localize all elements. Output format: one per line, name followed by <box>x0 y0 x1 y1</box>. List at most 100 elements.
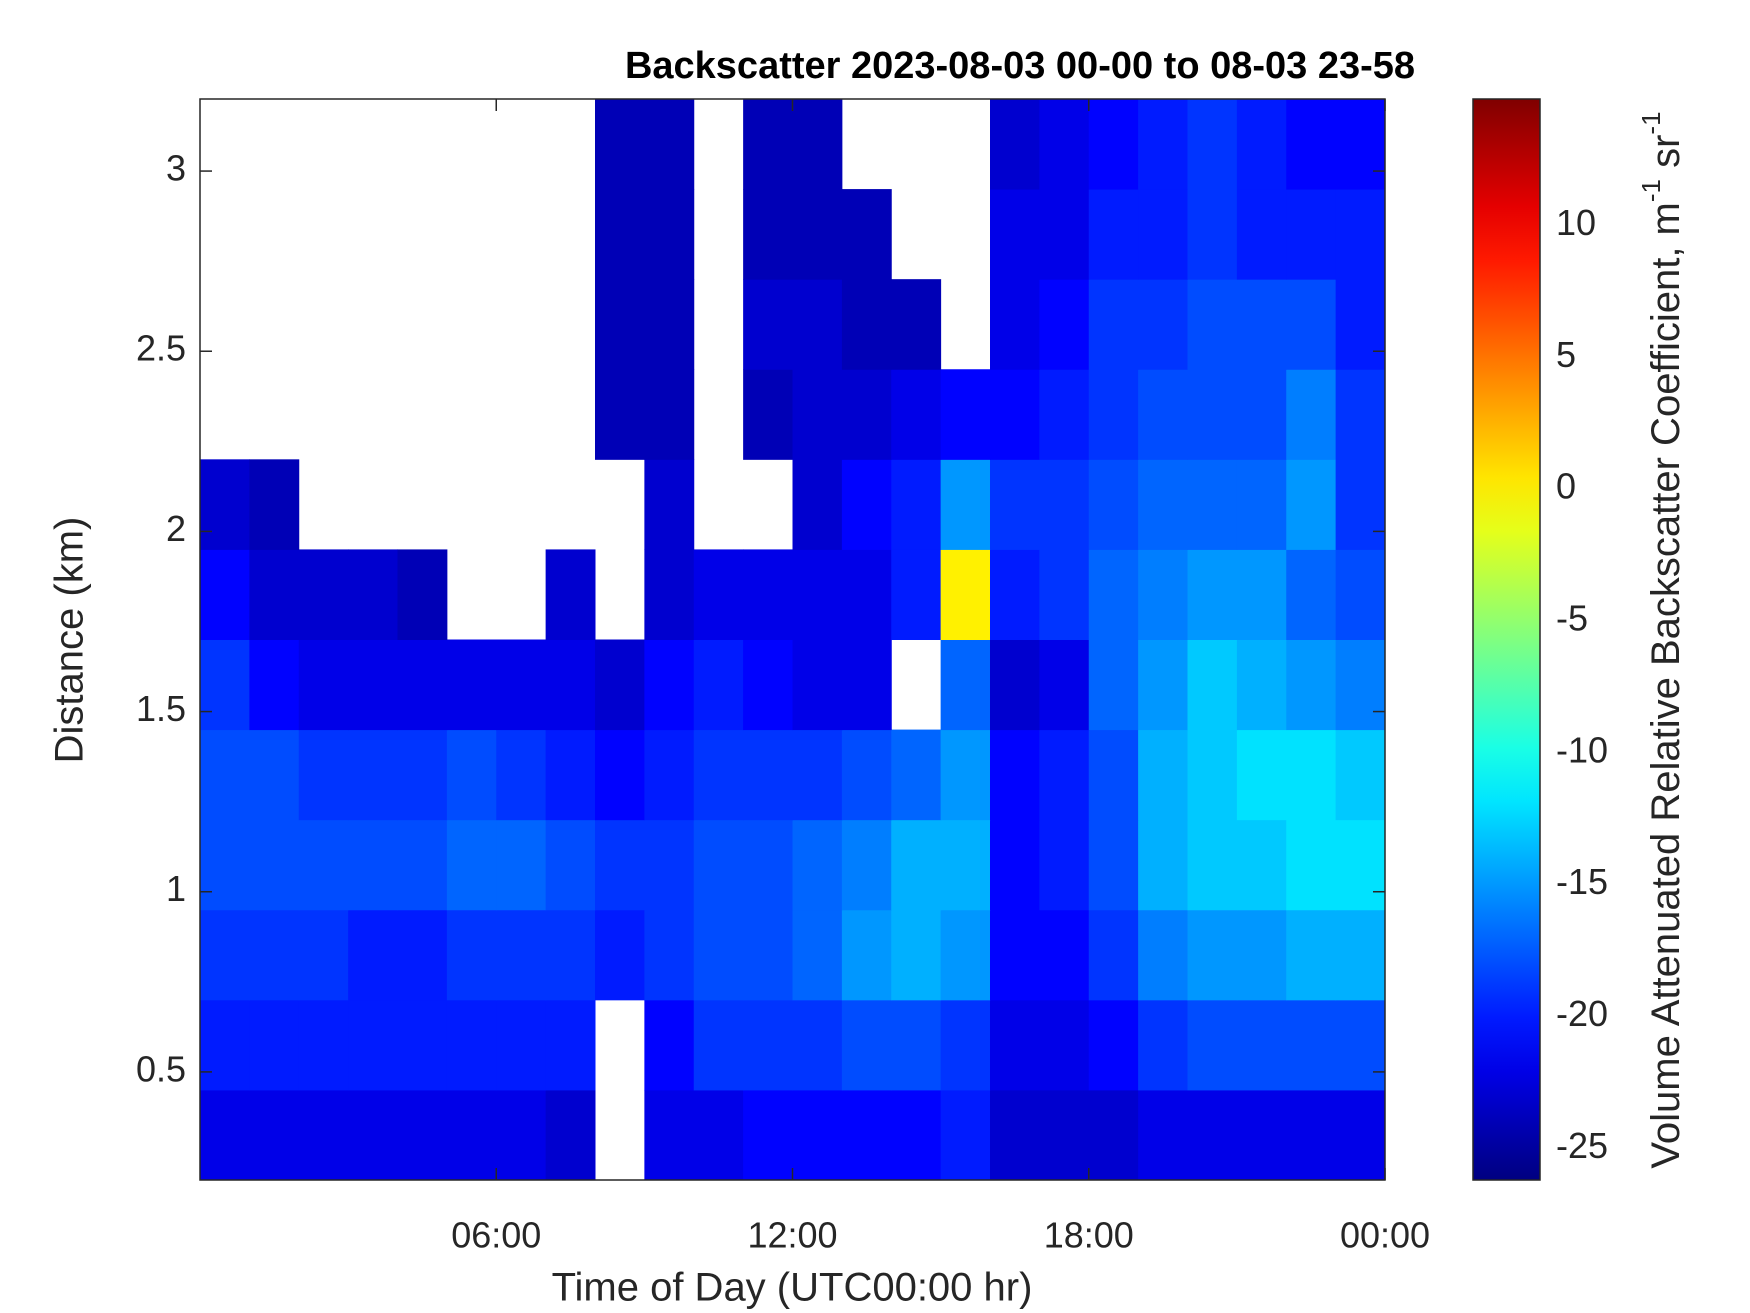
heat-cell <box>644 999 695 1091</box>
heat-cell <box>1236 99 1287 190</box>
heat-cell <box>200 819 250 911</box>
heat-cell <box>841 819 892 911</box>
heat-cell <box>743 729 793 821</box>
heat-cell <box>446 909 497 1001</box>
heat-cell <box>792 279 843 370</box>
heat-cell <box>841 189 892 280</box>
heat-cell <box>1088 99 1139 190</box>
heat-cell <box>1236 189 1287 280</box>
heat-cell <box>446 639 497 731</box>
heat-cell <box>1236 1089 1287 1181</box>
heat-cell <box>1039 549 1090 640</box>
heat-cell <box>1286 729 1337 821</box>
heat-cell <box>792 369 843 460</box>
heat-cell <box>1039 459 1090 550</box>
heat-cell <box>891 1089 942 1181</box>
heat-cell <box>1187 549 1238 640</box>
heat-cell <box>841 639 892 731</box>
heat-cell <box>1236 999 1287 1091</box>
heat-cell <box>496 819 547 911</box>
colorbar <box>1472 98 1541 1181</box>
heat-cell <box>891 459 942 550</box>
heat-cell <box>1039 189 1090 280</box>
heat-cell <box>1335 189 1386 280</box>
x-tick-label: 18:00 <box>1044 1215 1134 1256</box>
heat-cell <box>1286 639 1337 731</box>
heat-cell <box>1039 819 1090 911</box>
heat-cell <box>1088 729 1139 821</box>
heat-cell <box>693 819 744 911</box>
heat-cell <box>743 99 793 190</box>
colorbar-tick-label: 5 <box>1556 334 1576 375</box>
heat-cell <box>200 909 250 1001</box>
heat-cell <box>841 1089 892 1181</box>
heat-cell <box>249 729 300 821</box>
heat-cell <box>1138 999 1188 1091</box>
heat-cell <box>249 909 300 1001</box>
colorbar-label-part: -1 <box>1636 111 1666 134</box>
heat-cell <box>693 1089 744 1181</box>
heat-cell <box>1138 459 1188 550</box>
heat-cell <box>1039 639 1090 731</box>
heat-cell <box>1138 189 1188 280</box>
heat-cell <box>298 909 349 1001</box>
heat-cell <box>249 639 300 731</box>
heat-cell <box>545 549 596 640</box>
heat-cell <box>1286 909 1337 1001</box>
heat-cell <box>990 369 1040 460</box>
heat-cell <box>792 639 843 731</box>
heat-cell <box>990 1089 1040 1181</box>
heat-cell <box>693 549 744 640</box>
heat-cell <box>1138 1089 1188 1181</box>
heat-cell <box>1187 279 1238 370</box>
heat-cell <box>693 639 744 731</box>
heat-cell <box>1088 549 1139 640</box>
heat-cell <box>1286 369 1337 460</box>
heat-cell <box>1088 459 1139 550</box>
heat-cell <box>940 639 991 731</box>
heat-cell <box>1138 909 1188 1001</box>
heat-cell <box>990 639 1040 731</box>
heat-cell <box>446 1089 497 1181</box>
heat-cell <box>397 819 448 911</box>
heat-cell <box>595 189 645 280</box>
heat-cell <box>200 639 250 731</box>
heat-cell <box>348 1089 398 1181</box>
heat-cell <box>446 729 497 821</box>
heat-cell <box>644 369 695 460</box>
heat-cell <box>990 459 1040 550</box>
heat-cell <box>792 459 843 550</box>
heat-cell <box>1039 279 1090 370</box>
heat-cell <box>644 729 695 821</box>
heat-cell <box>496 909 547 1001</box>
y-tick-label: 2.5 <box>136 328 186 369</box>
heat-cell <box>1335 549 1386 640</box>
heat-cell <box>743 1089 793 1181</box>
x-axis-label: Time of Day (UTC00:00 hr) <box>552 1266 1033 1310</box>
heat-cell <box>1335 639 1386 731</box>
heat-cell <box>200 459 250 550</box>
heat-cell <box>298 819 349 911</box>
heat-cell <box>348 999 398 1091</box>
heat-cell <box>792 999 843 1091</box>
heat-cell <box>1088 909 1139 1001</box>
heat-cell <box>990 999 1040 1091</box>
heat-cell <box>1088 639 1139 731</box>
heat-cell <box>940 459 991 550</box>
heat-cell <box>595 639 645 731</box>
heat-cell <box>1335 909 1386 1001</box>
heat-cell <box>348 819 398 911</box>
heat-cell <box>545 639 596 731</box>
heat-cell <box>1236 459 1287 550</box>
heat-cell <box>1187 819 1238 911</box>
heat-cell <box>940 369 991 460</box>
heat-cell <box>545 1089 596 1181</box>
heat-cell <box>1335 369 1386 460</box>
heat-cell <box>1039 729 1090 821</box>
heat-cell <box>891 909 942 1001</box>
heat-cell <box>644 459 695 550</box>
heat-cell <box>595 819 645 911</box>
heat-cell <box>298 999 349 1091</box>
chart-title: Backscatter 2023-08-03 00-00 to 08-03 23… <box>625 45 1415 87</box>
